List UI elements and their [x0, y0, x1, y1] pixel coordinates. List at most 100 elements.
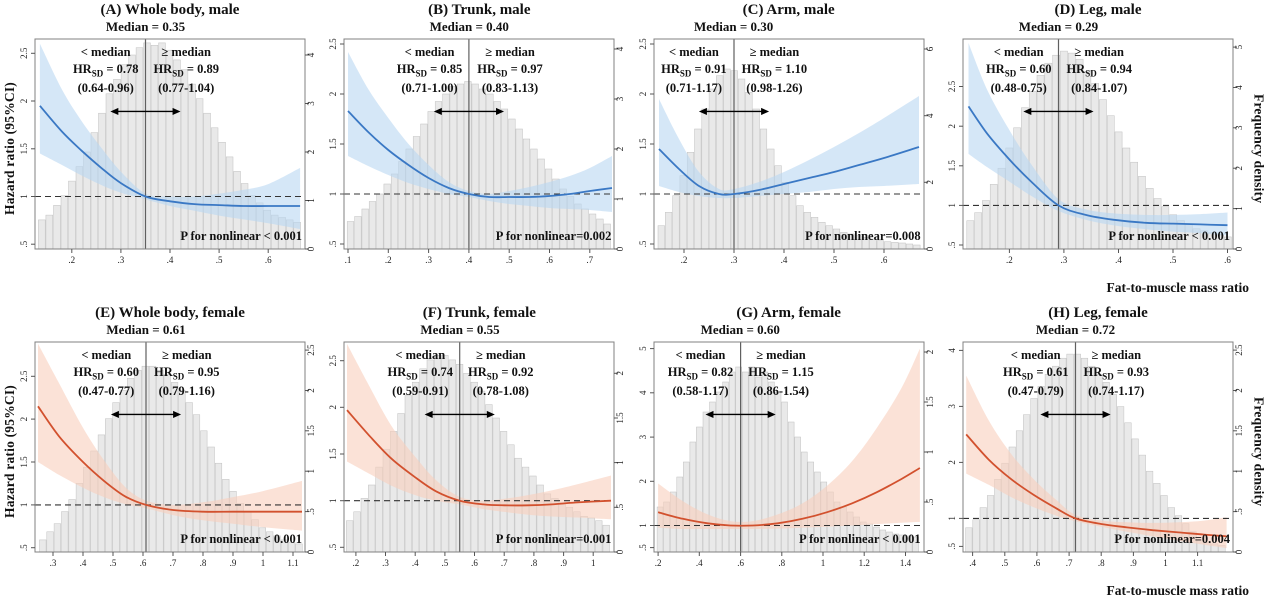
below-median-heading: < median	[668, 45, 719, 59]
below-median-hr: HRSD = 0.61	[1002, 364, 1069, 382]
annotation-below-median: < median HRSD = 0.85 (0.71-1.00)	[397, 44, 463, 96]
below-median-hr: HRSD = 0.60	[985, 61, 1052, 79]
axis-ticks: .5 1 1.5 2 2.5 0 1 2 3 4 .1 .2 .3 .4 .5 .6 .7	[329, 38, 625, 265]
p-nonlinear-label: P for nonlinear < 0.001	[1108, 229, 1230, 243]
median-label: Median = 0.72	[1035, 322, 1116, 337]
hr-tick-label: .5	[20, 240, 29, 247]
hr-tick-label: .5	[639, 240, 648, 247]
ylabel-right-male: Frequency density	[1249, 0, 1268, 297]
hr-tick-label: 2	[329, 92, 338, 97]
panel-G: (G) Arm, female Median = 0.60 .5 1 2 3 4 5 0.5…	[638, 303, 940, 583]
panel-A: (A) Whole body, male Median = 0.35 .5 1 1.…	[19, 0, 321, 280]
hr-tick-label: 1	[639, 523, 648, 528]
row-female: Hazard ratio (95%CI) (E) Whole body, fem…	[0, 303, 1268, 600]
ylabel-left-male: Hazard ratio (95%CI)	[0, 0, 19, 297]
fd-tick-label: 4	[306, 52, 316, 57]
x-tick-label: .3	[50, 558, 57, 568]
hr-tick-label: .5	[948, 241, 957, 248]
plot-wrap: Median = 0.55 .5 1 1.5 2 2.5 0.5 1 1.5 2.2.3.4.5…	[329, 322, 629, 574]
above-median-ci: (0.98-1.26)	[746, 80, 803, 95]
axis-ticks: .5 1 1.5 2 2.5 0 1 2 3 4 5 .2 .3 .4 .5 .6	[948, 44, 1244, 265]
hr-tick-label: 1.5	[20, 456, 29, 468]
fd-tick-label: 2	[1234, 388, 1244, 393]
fd-tick-label: 4	[615, 46, 625, 51]
below-median-ci: (0.71-1.00)	[401, 80, 458, 95]
panel-title: (A) Whole body, male	[100, 2, 240, 18]
below-median-hr: HRSD = 0.91	[661, 61, 727, 79]
fd-tick-label: 2	[615, 147, 625, 152]
below-median-heading: < median	[395, 348, 446, 362]
x-tick-label: .8	[200, 558, 207, 568]
x-tick-label: .7	[587, 255, 594, 265]
above-median-heading: ≥ median	[161, 45, 211, 59]
ci-band	[348, 52, 613, 212]
x-tick-label: .5	[506, 255, 513, 265]
plot-border	[34, 341, 306, 553]
plot-wrap: Median = 0.72 .5 1 2 3 4 0 .5 1 1.5 2 2.5 .4 .5 .6 .7.…	[948, 322, 1248, 574]
hr-tick-label: .5	[329, 240, 338, 247]
x-tick-label: .5	[1170, 255, 1177, 265]
fd-tick-label: 0	[615, 246, 625, 251]
above-median-ci: (0.74-1.17)	[1088, 383, 1145, 398]
panel-title: (D) Leg, male	[1054, 2, 1142, 18]
annotation-above-median: ≥ median HRSD = 0.95 (0.79-1.16)	[154, 347, 220, 399]
hazard-ratio-axis-label: Hazard ratio (95%CI)	[1, 82, 17, 215]
fd-tick-label: 4	[925, 113, 935, 118]
x-tick-label: .5	[442, 558, 449, 568]
frequency-density-axis-label: Frequency density	[1251, 93, 1267, 204]
annotation-above-median: ≥ median HRSD = 0.93 (0.74-1.17)	[1083, 347, 1149, 399]
chart-svg: .5 1 1.5 2 2.5 0 1 2 3 4 .1 .2 .3 .4 .5 .6 .7	[329, 38, 625, 265]
hr-tick-label: 1	[329, 498, 338, 503]
hazard-ratio-curve	[37, 405, 302, 513]
ci-band	[968, 43, 1228, 236]
plot-wrap: Median = 0.61 .5 1 1.5 2 2.5 0.5 1 1.5 2 2.5.3.4.…	[20, 322, 320, 574]
x-tick-label: .8	[778, 558, 785, 568]
hr-tick-label: 4	[948, 348, 957, 353]
fd-tick-label: 1	[306, 198, 316, 203]
x-tick-label: .4	[696, 558, 703, 568]
x-tick-label: 1	[820, 558, 825, 568]
hr-tick-label: 2	[948, 124, 957, 129]
panel-title: (E) Whole body, female	[95, 305, 245, 321]
hr-tick-label: 2.5	[639, 38, 648, 50]
panel-title: (C) Arm, male	[742, 2, 835, 18]
median-label: Median = 0.29	[1018, 19, 1099, 34]
axis-ticks: .5 1 1.5 2 2.5 0 1 2 3 4 .2 .3 .4 .5 .6	[20, 47, 316, 265]
fd-tick-label: .5	[306, 508, 316, 515]
hr-tick-label: 2	[948, 460, 957, 465]
below-median-ci: (0.47-0.77)	[78, 383, 135, 398]
fd-tick-label: 0	[925, 246, 935, 251]
hr-tick-label: .5	[639, 544, 648, 551]
fd-tick-label: 2	[615, 371, 625, 376]
plot-wrap: Median = 0.40 .5 1 1.5 2 2.5 0 1 2 3 4 .1 .2 .3 .4 .5.…	[329, 19, 629, 271]
x-tick-label: .6	[471, 558, 478, 568]
axis-ticks: .5 1 2 3 4 5 0 .5 1 1.5 2 .2 .4 .6 .8 1 1.2 1.4	[639, 346, 935, 568]
above-median-heading: ≥ median	[1091, 348, 1142, 362]
x-tick-label: .9	[1130, 558, 1137, 568]
x-tick-label: .3	[382, 558, 389, 568]
x-tick-label: .5	[216, 255, 223, 265]
hr-tick-label: 1.5	[948, 160, 957, 172]
below-median-heading: < median	[1010, 348, 1061, 362]
chart-svg: .5 1 1.5 2 2.5 0 1 2 3 4 .2 .3 .4 .5 .6	[20, 38, 316, 265]
annotation-below-median: < median HRSD = 0.74 (0.59-0.91)	[388, 347, 454, 399]
x-tick-label: .5	[1001, 558, 1008, 568]
plot-border	[962, 38, 1234, 250]
plot-wrap: Median = 0.29 .5 1 1.5 2 2.5 0 1 2 3 4 5 .2 .3 .4 .5 .6…	[948, 19, 1248, 271]
x-tick-label: .2	[1006, 255, 1013, 265]
below-median-ci: (0.64-0.96)	[77, 80, 134, 95]
x-tick-label: .8	[531, 558, 538, 568]
plot-wrap: Median = 0.60 .5 1 2 3 4 5 0 .5 1 1.5 2 .2 .4 .6 .8 1 1.…	[639, 322, 939, 574]
ci-band	[39, 43, 301, 229]
fd-tick-label: 1.5	[306, 425, 316, 437]
hr-tick-label: 2.5	[329, 355, 338, 367]
hr-tick-label: 2.5	[20, 47, 29, 59]
x-tick-label: .6	[265, 255, 272, 265]
x-tick-label: 1	[1163, 558, 1168, 568]
hr-tick-label: 1	[948, 516, 957, 521]
below-median-heading: < median	[675, 348, 726, 362]
frequency-density-axis-label: Frequency density	[1251, 396, 1267, 507]
ylabel-left-female: Hazard ratio (95%CI)	[0, 303, 19, 600]
p-nonlinear-label: P for nonlinear=0.001	[495, 532, 612, 546]
